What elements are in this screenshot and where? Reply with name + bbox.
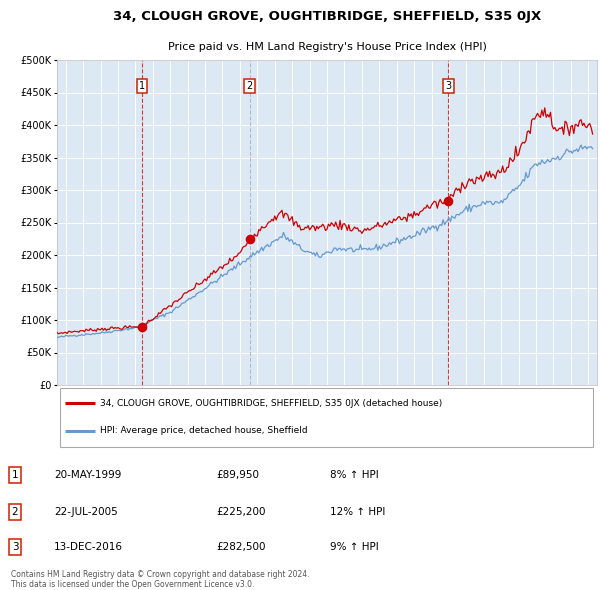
- Point: [137, 322, 147, 331]
- Text: 2: 2: [11, 507, 19, 517]
- Text: £225,200: £225,200: [216, 507, 265, 517]
- Text: 1: 1: [139, 81, 145, 91]
- Text: Price paid vs. HM Land Registry's House Price Index (HPI): Price paid vs. HM Land Registry's House …: [167, 42, 487, 52]
- Text: 3: 3: [11, 542, 19, 552]
- Text: 12% ↑ HPI: 12% ↑ HPI: [330, 507, 385, 517]
- FancyBboxPatch shape: [60, 388, 593, 447]
- Text: 1: 1: [11, 470, 19, 480]
- Text: 22-JUL-2005: 22-JUL-2005: [54, 507, 118, 517]
- Text: 20-MAY-1999: 20-MAY-1999: [54, 470, 121, 480]
- Text: Contains HM Land Registry data © Crown copyright and database right 2024.: Contains HM Land Registry data © Crown c…: [11, 570, 310, 579]
- Text: £89,950: £89,950: [216, 470, 259, 480]
- Point: [443, 196, 453, 206]
- Text: 9% ↑ HPI: 9% ↑ HPI: [330, 542, 379, 552]
- Text: 2: 2: [247, 81, 253, 91]
- Text: This data is licensed under the Open Government Licence v3.0.: This data is licensed under the Open Gov…: [11, 580, 254, 589]
- Point: [245, 234, 254, 243]
- Text: 8% ↑ HPI: 8% ↑ HPI: [330, 470, 379, 480]
- Text: 34, CLOUGH GROVE, OUGHTIBRIDGE, SHEFFIELD, S35 0JX (detached house): 34, CLOUGH GROVE, OUGHTIBRIDGE, SHEFFIEL…: [100, 399, 442, 408]
- Text: £282,500: £282,500: [216, 542, 265, 552]
- Text: HPI: Average price, detached house, Sheffield: HPI: Average price, detached house, Shef…: [100, 426, 308, 435]
- Text: 34, CLOUGH GROVE, OUGHTIBRIDGE, SHEFFIELD, S35 0JX: 34, CLOUGH GROVE, OUGHTIBRIDGE, SHEFFIEL…: [113, 10, 541, 23]
- Text: 3: 3: [445, 81, 451, 91]
- Text: 13-DEC-2016: 13-DEC-2016: [54, 542, 123, 552]
